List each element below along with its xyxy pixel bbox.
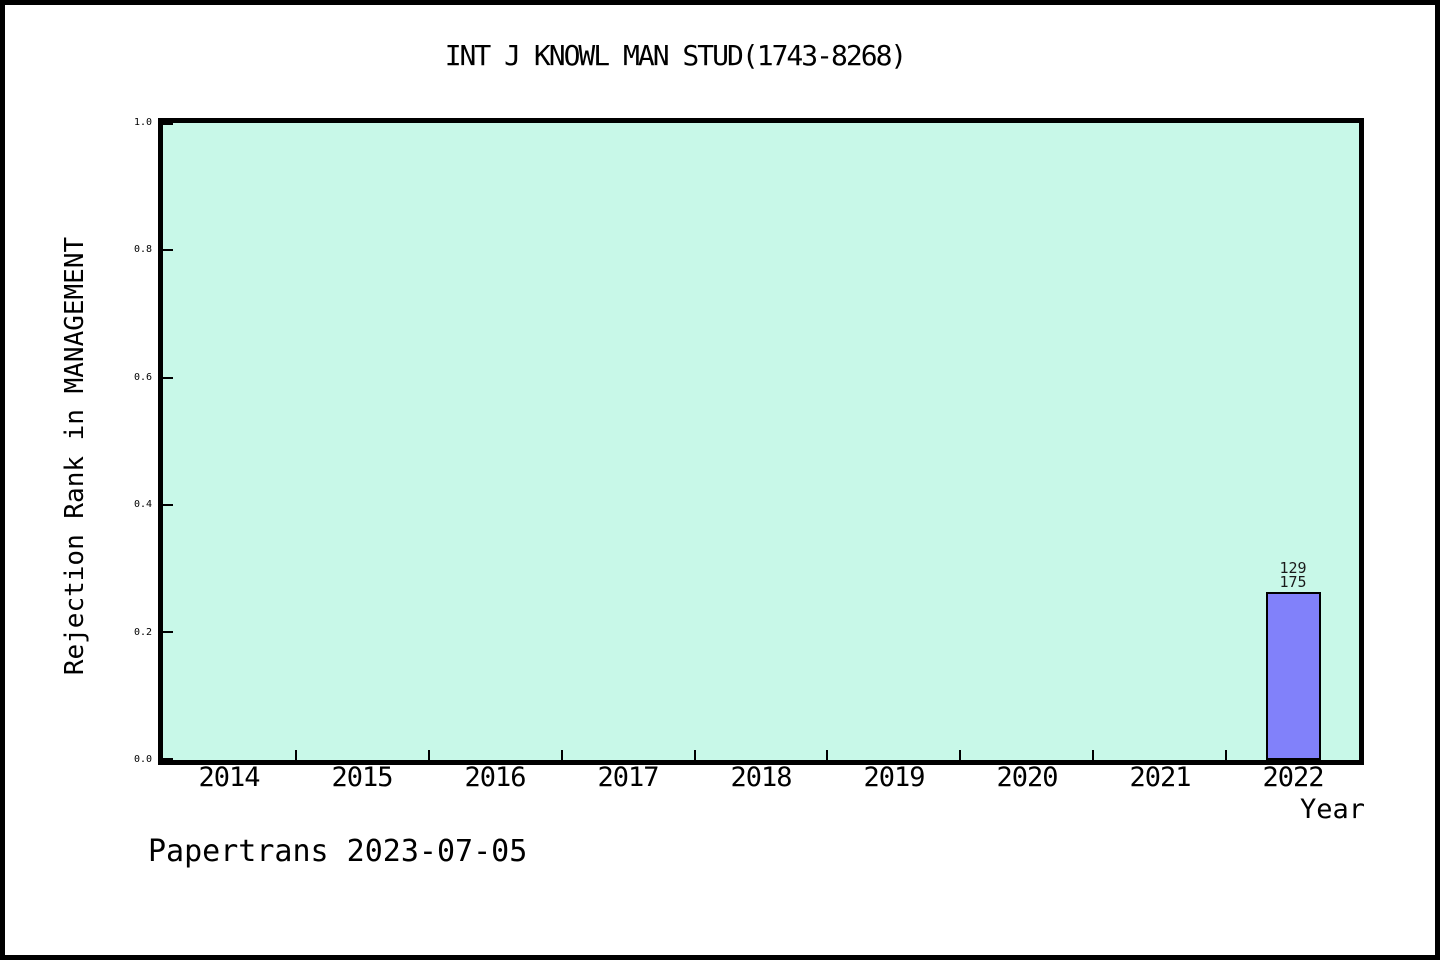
y-tick-label: 0.0	[133, 754, 152, 765]
y-tick-label: 0.4	[133, 499, 152, 510]
y-axis-tick	[163, 249, 173, 251]
y-tick-label: 0.6	[133, 372, 152, 383]
bar-annotation-line: 129	[1279, 559, 1307, 577]
x-axis-tick	[1225, 750, 1227, 760]
x-tick-label: 2014	[198, 762, 260, 793]
x-axis-tick	[428, 750, 430, 760]
y-axis-tick	[163, 758, 173, 760]
y-tick-label: 1.0	[133, 117, 152, 128]
y-axis-tick	[163, 377, 173, 379]
x-axis-tick	[561, 750, 563, 760]
x-tick-label: 2020	[996, 762, 1058, 793]
bar-value-annotation: 129 175	[1279, 559, 1307, 591]
plot-area: 129 175	[158, 118, 1364, 765]
bar-2022	[1266, 592, 1321, 760]
y-axis-tick	[163, 631, 173, 633]
bar-annotation-line: 175	[1279, 573, 1307, 591]
x-axis-tick	[694, 750, 696, 760]
y-axis-tick	[163, 504, 173, 506]
x-axis-tick	[1092, 750, 1094, 760]
x-tick-label: 2022	[1262, 762, 1324, 793]
y-tick-label: 0.8	[133, 244, 152, 255]
x-tick-label: 2019	[863, 762, 925, 793]
x-tick-label: 2015	[331, 762, 393, 793]
y-tick-label: 0.2	[133, 627, 152, 638]
x-tick-label: 2018	[730, 762, 792, 793]
x-tick-label: 2016	[464, 762, 526, 793]
x-axis-tick	[826, 750, 828, 760]
x-tick-label: 2021	[1129, 762, 1191, 793]
x-axis-tick	[295, 750, 297, 760]
x-tick-label: 2017	[597, 762, 659, 793]
x-axis-title: Year	[1299, 794, 1365, 825]
y-axis-tick	[163, 123, 173, 125]
watermark-footer: Papertrans 2023-07-05	[148, 834, 528, 869]
x-axis-tick	[959, 750, 961, 760]
chart-title: INT J KNOWL MAN STUD(1743-8268)	[444, 39, 908, 72]
y-axis-title: Rejection Rank in MANAGEMENT	[60, 236, 90, 676]
